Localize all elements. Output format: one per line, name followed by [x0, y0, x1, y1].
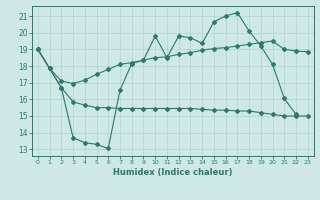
X-axis label: Humidex (Indice chaleur): Humidex (Indice chaleur) [113, 168, 233, 177]
